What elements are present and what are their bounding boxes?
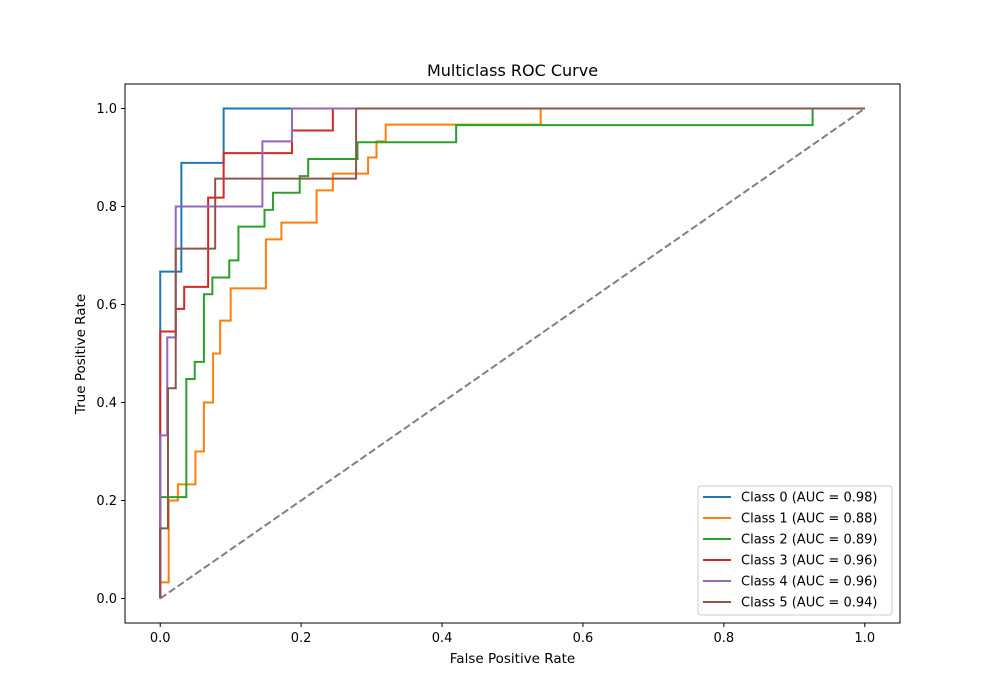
roc-line-class-2 xyxy=(159,107,865,599)
y-tick-label: 0.0 xyxy=(96,592,117,607)
x-tick-label: 0.2 xyxy=(291,631,312,646)
legend-label: Class 5 (AUC = 0.94) xyxy=(741,596,877,611)
roc-line-class-5 xyxy=(159,107,865,599)
x-axis-title: False Positive Rate xyxy=(450,651,575,667)
y-tick-label: 1.0 xyxy=(96,102,117,117)
legend-box xyxy=(697,485,893,616)
y-tick-label: 0.8 xyxy=(96,200,117,215)
chance-line xyxy=(159,107,866,600)
chart-title: Multiclass ROC Curve xyxy=(427,61,598,80)
legend-label: Class 3 (AUC = 0.96) xyxy=(741,554,877,569)
x-tick-label: 0.6 xyxy=(573,631,594,646)
y-tick-label: 0.2 xyxy=(96,494,117,509)
legend-label: Class 4 (AUC = 0.96) xyxy=(741,575,877,590)
x-tick-label: 1.0 xyxy=(854,631,875,646)
x-tick-label: 0.8 xyxy=(714,631,735,646)
y-tick-label: 0.6 xyxy=(96,298,117,313)
roc-line-class-4 xyxy=(159,107,865,599)
legend-label: Class 1 (AUC = 0.88) xyxy=(741,512,877,527)
axes-frame xyxy=(124,83,901,624)
legend-label: Class 0 (AUC = 0.98) xyxy=(741,491,877,506)
series-group xyxy=(159,107,866,600)
legend: Class 0 (AUC = 0.98) Class 1 (AUC = 0.88)… xyxy=(697,485,893,616)
y-tick-label: 0.4 xyxy=(96,396,117,411)
x-tick-label: 0.0 xyxy=(150,631,171,646)
y-axis-title: True Positive Rate xyxy=(73,294,89,415)
legend-label: Class 2 (AUC = 0.89) xyxy=(741,533,877,548)
x-tick-label: 0.4 xyxy=(432,631,453,646)
plot-area: 0.0 0.2 0.4 0.6 0.8 1.0 0.0 0.2 0.4 0.6 0.8 1.0 xyxy=(96,83,901,646)
